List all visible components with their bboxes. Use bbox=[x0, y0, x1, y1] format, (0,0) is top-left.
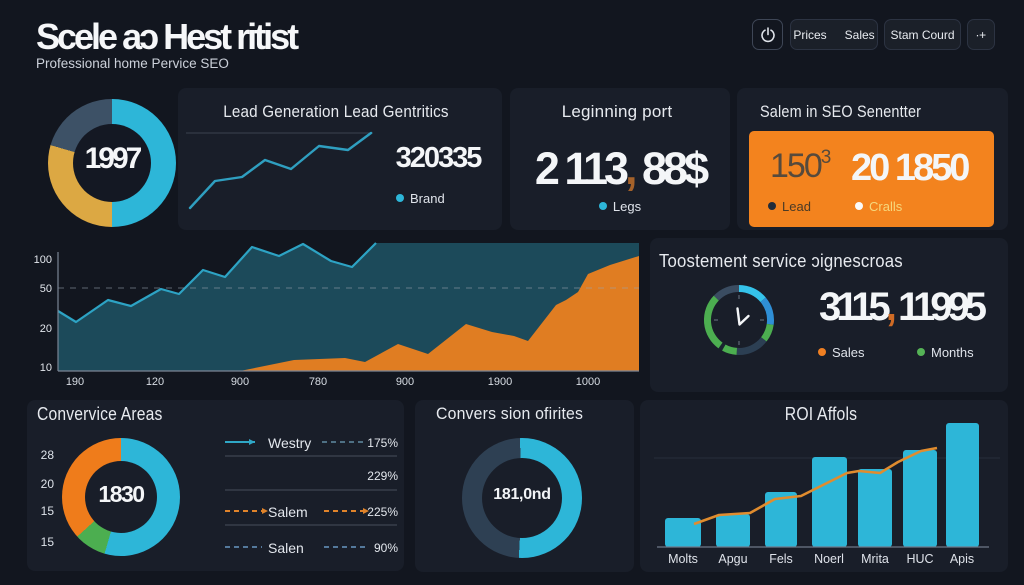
svg-text:10: 10 bbox=[40, 362, 52, 374]
svg-text:HUC: HUC bbox=[906, 552, 933, 566]
svg-text:120: 120 bbox=[146, 376, 164, 388]
svg-text:Apgu: Apgu bbox=[718, 552, 747, 566]
svg-text:Apis: Apis bbox=[950, 552, 974, 566]
svg-text:Molts: Molts bbox=[668, 552, 698, 566]
svg-text:1900: 1900 bbox=[488, 376, 512, 388]
svg-text:Mrita: Mrita bbox=[861, 552, 889, 566]
svg-text:1000: 1000 bbox=[576, 376, 600, 388]
svg-text:100: 100 bbox=[34, 254, 52, 266]
svg-text:Fels: Fels bbox=[769, 552, 793, 566]
svg-text:20: 20 bbox=[40, 323, 52, 335]
svg-text:190: 190 bbox=[66, 376, 84, 388]
svg-text:900: 900 bbox=[396, 376, 414, 388]
svg-text:Noerl: Noerl bbox=[814, 552, 844, 566]
svg-text:900: 900 bbox=[231, 376, 249, 388]
svg-text:50: 50 bbox=[40, 283, 52, 295]
svg-text:780: 780 bbox=[309, 376, 327, 388]
